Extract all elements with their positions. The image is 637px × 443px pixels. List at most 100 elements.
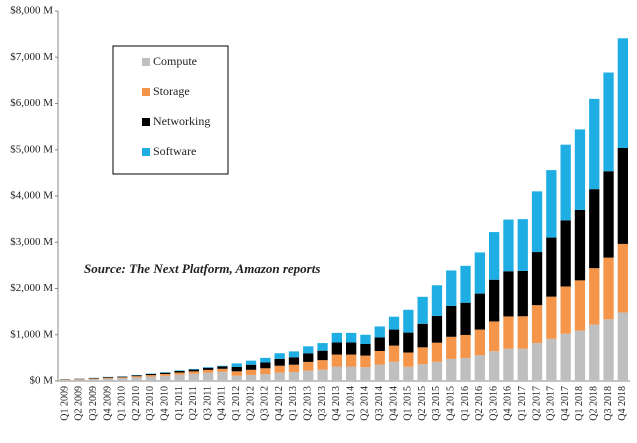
bar-segment bbox=[446, 270, 457, 306]
bar-segment bbox=[431, 361, 443, 381]
y-tick-label: $7,000 M bbox=[10, 51, 53, 63]
x-tick-label: Q3 2013 bbox=[317, 386, 328, 421]
bar-segment bbox=[174, 374, 185, 381]
bar-segment bbox=[245, 374, 257, 381]
bar-segment bbox=[346, 366, 357, 381]
y-tick-label: $6,000 M bbox=[10, 97, 53, 109]
x-tick-label: Q4 2016 bbox=[503, 386, 514, 421]
bar-segment bbox=[474, 293, 485, 330]
bar-segment bbox=[145, 376, 157, 381]
x-tick-label: Q2 2011 bbox=[188, 386, 199, 420]
x-tick-label: Q4 2012 bbox=[274, 386, 285, 421]
x-tick-label: Q1 2013 bbox=[288, 386, 299, 421]
bar-segment bbox=[303, 370, 314, 381]
bar-segment bbox=[417, 296, 428, 324]
bar-segment bbox=[589, 189, 600, 269]
bar-segment bbox=[431, 285, 443, 316]
bar-segment bbox=[560, 286, 571, 334]
x-tick-label: Q4 2018 bbox=[617, 386, 628, 421]
bar-segment bbox=[560, 333, 571, 381]
bar-segment bbox=[303, 346, 314, 354]
bar-segment bbox=[331, 354, 342, 367]
y-tick-label: $1,000 M bbox=[10, 328, 53, 340]
bar-segment bbox=[331, 342, 342, 355]
bar-segment bbox=[288, 364, 300, 373]
bar-segment bbox=[388, 345, 400, 362]
legend-label: Compute bbox=[153, 54, 197, 68]
bar-segment bbox=[346, 332, 357, 343]
bar-segment bbox=[117, 377, 128, 379]
bar-segment bbox=[131, 375, 142, 377]
bar-segment bbox=[174, 370, 185, 373]
bar-segment bbox=[317, 369, 328, 381]
bar-segment bbox=[531, 191, 543, 253]
bar-segment bbox=[460, 334, 471, 358]
bar-segment bbox=[574, 280, 586, 331]
bar-segment bbox=[288, 357, 300, 365]
x-tick-label: Q1 2015 bbox=[403, 386, 414, 421]
bar-segment bbox=[260, 362, 271, 369]
bar-segment bbox=[531, 252, 543, 306]
bar-segment bbox=[431, 342, 443, 362]
bar-segment bbox=[303, 361, 314, 371]
bar-segment bbox=[245, 360, 257, 365]
bar-segment bbox=[446, 336, 457, 359]
bar-segment bbox=[560, 144, 571, 221]
bar-segment bbox=[331, 332, 342, 343]
bar-segment bbox=[560, 220, 571, 287]
bar-segment bbox=[274, 353, 285, 359]
x-tick-label: Q2 2014 bbox=[360, 386, 371, 421]
bar-segment bbox=[503, 316, 514, 349]
bar-segment bbox=[217, 366, 228, 369]
x-tick-label: Q2 2009 bbox=[74, 386, 85, 421]
bar-segment bbox=[446, 305, 457, 337]
bar-segment bbox=[546, 338, 557, 381]
bar-segment bbox=[231, 366, 242, 372]
bar-segment bbox=[460, 357, 471, 381]
x-tick-label: Q4 2009 bbox=[102, 386, 113, 421]
x-tick-label: Q3 2012 bbox=[260, 386, 271, 421]
bar-segment bbox=[145, 375, 157, 377]
bar-segment bbox=[489, 321, 500, 352]
x-tick-label: Q3 2017 bbox=[546, 386, 557, 421]
bar-segment bbox=[374, 364, 385, 381]
bar-segment bbox=[217, 365, 228, 367]
legend-label: Software bbox=[153, 144, 196, 158]
x-tick-label: Q3 2011 bbox=[202, 386, 213, 420]
bar-segment bbox=[160, 372, 171, 374]
y-tick-label: $8,000 M bbox=[10, 5, 53, 17]
x-tick-label: Q3 2009 bbox=[88, 386, 99, 421]
bar-segment bbox=[317, 350, 328, 361]
bar-segment bbox=[203, 372, 214, 381]
legend-swatch bbox=[142, 118, 150, 126]
bar-segment bbox=[288, 351, 300, 358]
x-tick-label: Q4 2014 bbox=[388, 386, 399, 421]
x-tick-label: Q2 2018 bbox=[589, 386, 600, 421]
x-tick-label: Q2 2012 bbox=[245, 386, 256, 421]
bar-segment bbox=[417, 364, 428, 381]
x-tick-label: Q1 2014 bbox=[345, 386, 356, 421]
bar-segment bbox=[403, 309, 414, 333]
x-tick-label: Q3 2015 bbox=[431, 386, 442, 421]
bar-segment bbox=[403, 332, 414, 353]
x-tick-label: Q2 2015 bbox=[417, 386, 428, 421]
bar-segment bbox=[288, 372, 300, 381]
bar-segment bbox=[174, 370, 185, 371]
bar-segment bbox=[546, 237, 557, 297]
bar-segment bbox=[489, 351, 500, 381]
x-tick-label: Q1 2016 bbox=[460, 386, 471, 421]
bar-segment bbox=[303, 353, 314, 362]
bar-segment bbox=[60, 379, 71, 381]
bar-segment bbox=[203, 369, 214, 373]
bar-segment bbox=[188, 369, 199, 372]
bar-segment bbox=[617, 312, 628, 381]
bar-segment bbox=[88, 379, 99, 381]
x-tick-label: Q3 2016 bbox=[488, 386, 499, 421]
bar-segment bbox=[417, 347, 428, 365]
legend-box bbox=[112, 45, 229, 175]
bar-segment bbox=[446, 358, 457, 381]
bar-segment bbox=[160, 373, 171, 376]
x-tick-label: Q1 2009 bbox=[59, 386, 70, 421]
bar-segment bbox=[460, 302, 471, 335]
bar-segment bbox=[203, 367, 214, 368]
